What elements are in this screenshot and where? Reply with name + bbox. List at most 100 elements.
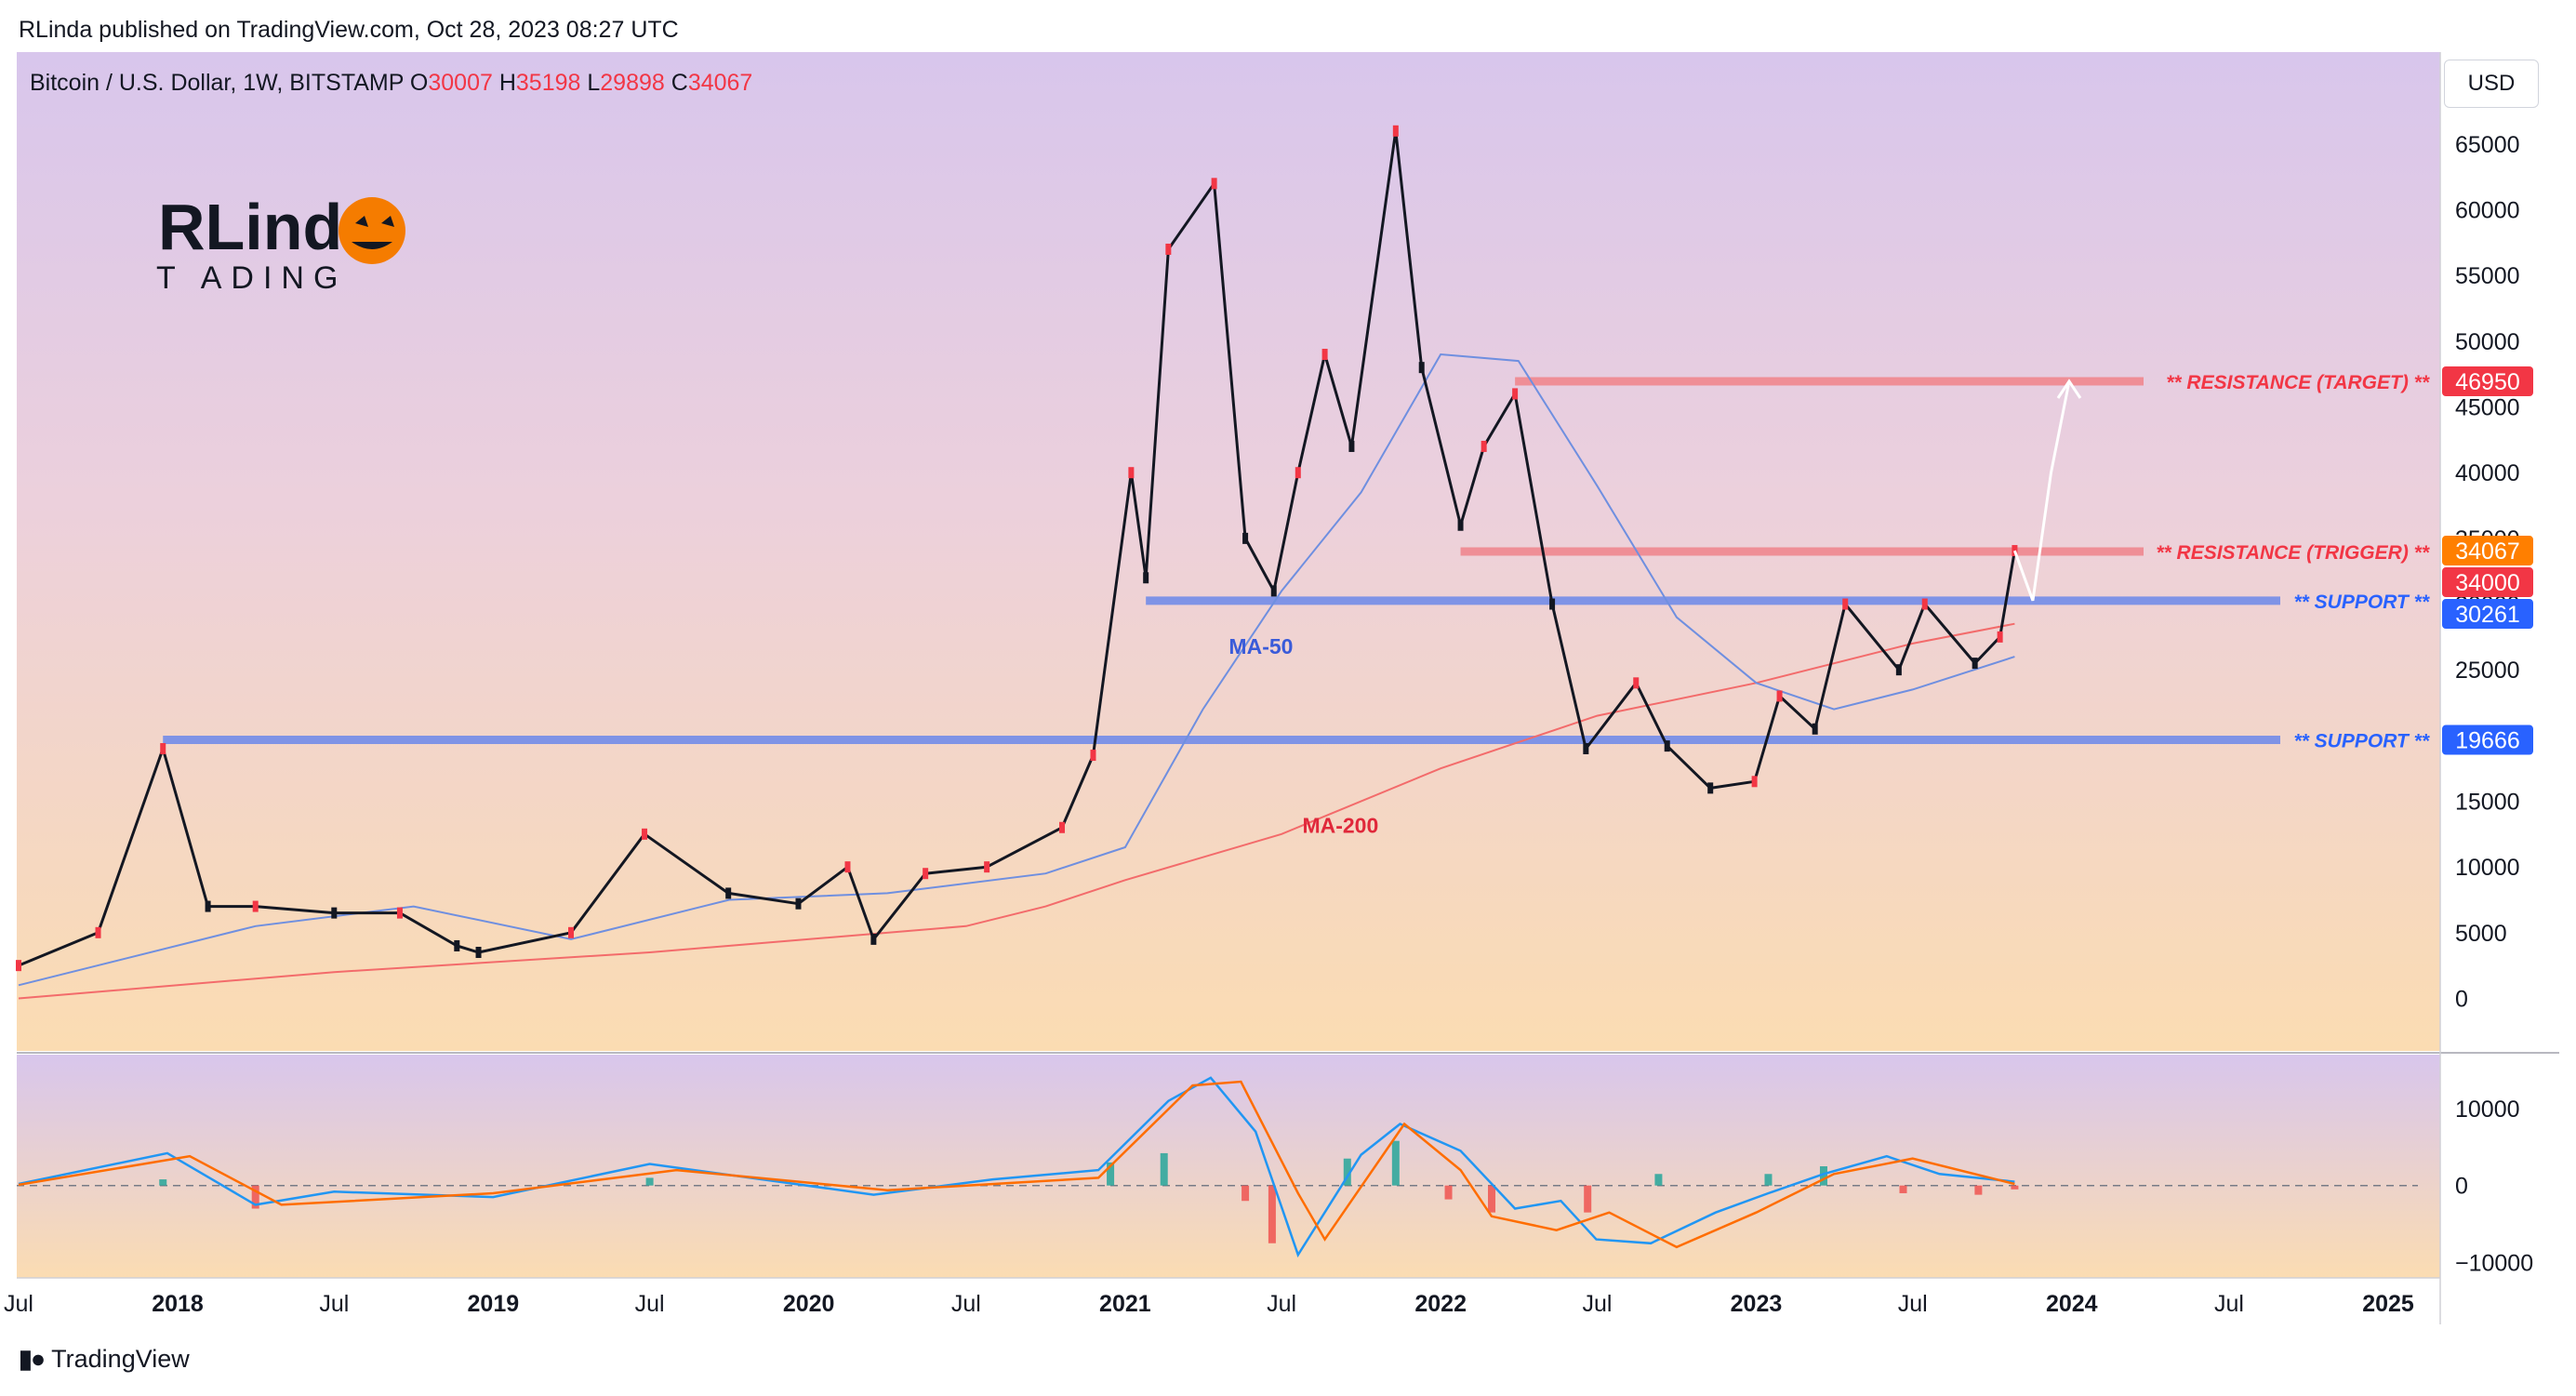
price-point xyxy=(1583,742,1589,754)
price-point xyxy=(923,868,929,880)
price-point xyxy=(396,907,403,919)
price-point xyxy=(1972,658,1978,670)
price-point xyxy=(1921,598,1928,610)
price-point xyxy=(1270,585,1277,597)
price-point xyxy=(1512,388,1519,400)
level-label-2: ** RESISTANCE (TRIGGER) ** xyxy=(2156,542,2429,564)
y-tick-label: 60000 xyxy=(2455,198,2520,224)
ma50-label: MA-50 xyxy=(1228,634,1293,658)
macd-hist-h2 xyxy=(251,1185,259,1209)
x-tick-label: 2022 xyxy=(1414,1291,1467,1317)
price-point xyxy=(475,947,482,959)
price-tag-label: 46950 xyxy=(2455,369,2520,395)
price-tag-label: 34000 xyxy=(2455,570,2520,596)
price-point xyxy=(1776,690,1783,702)
price-tag-label: 19666 xyxy=(2455,728,2520,754)
price-point xyxy=(252,900,259,912)
price-point xyxy=(984,861,990,873)
macd-hist-h4 xyxy=(1107,1162,1115,1186)
price-point xyxy=(795,897,802,910)
x-tick-label: Jul xyxy=(2214,1291,2244,1317)
ma200-line xyxy=(18,622,2015,1000)
x-tick-label: 2020 xyxy=(783,1291,835,1317)
logo-line1: RLind xyxy=(158,191,342,263)
price-point xyxy=(331,907,338,919)
macd-hist-h15 xyxy=(1819,1166,1827,1186)
pumpkin-mouth-icon xyxy=(352,242,392,249)
macd-hist-h12 xyxy=(1584,1185,1592,1213)
ma200-label: MA-200 xyxy=(1302,813,1378,837)
x-tick-label: Jul xyxy=(1267,1291,1296,1317)
y-tick-label: 15000 xyxy=(2455,790,2520,816)
x-tick-label: 2018 xyxy=(152,1291,204,1317)
price-tag-30261: 30261 xyxy=(2442,599,2533,630)
macd-y-tick-label: 0 xyxy=(2455,1174,2468,1200)
macd-hist-h10 xyxy=(1444,1185,1453,1200)
ohlc-high: 35198 xyxy=(516,70,587,96)
pumpkin-icon xyxy=(339,197,405,264)
ohlc-close-label: C xyxy=(671,70,688,96)
macd-y-tick-label: −10000 xyxy=(2455,1250,2533,1276)
tradingview-brand[interactable]: ▮● TradingView xyxy=(19,1345,190,1374)
currency-button[interactable]: USD xyxy=(2444,60,2539,108)
price-point xyxy=(1392,125,1399,137)
projection-arrow-head xyxy=(2056,379,2082,399)
price-point xyxy=(1707,782,1714,794)
x-tick-label: Jul xyxy=(1582,1291,1612,1317)
y-tick-label: 40000 xyxy=(2455,460,2520,486)
macd-hist-h9 xyxy=(1391,1140,1400,1186)
price-point xyxy=(1812,723,1818,735)
x-tick-label: 2024 xyxy=(2046,1291,2098,1317)
price-point xyxy=(1549,598,1556,610)
x-tick-label: Jul xyxy=(319,1291,349,1317)
macd-hist-h16 xyxy=(1899,1185,1907,1193)
price-point xyxy=(1997,631,2003,643)
projection-arrow xyxy=(2012,380,2071,602)
price-point xyxy=(205,900,211,912)
price-point xyxy=(1842,598,1849,610)
ohlc-open: 30007 xyxy=(428,70,498,96)
x-tick-label: Jul xyxy=(951,1291,981,1317)
price-point xyxy=(1751,776,1758,788)
price-tag-34000: 34000 xyxy=(2442,567,2533,598)
price-tag-box xyxy=(2442,366,2533,396)
symbol-header: Bitcoin / U.S. Dollar, 1W, BITSTAMP O300… xyxy=(30,70,752,96)
y-tick-label: 55000 xyxy=(2455,263,2520,289)
ohlc-low: 29898 xyxy=(600,70,671,96)
price-point xyxy=(568,926,575,938)
tradingview-brand-label: TradingView xyxy=(51,1345,190,1373)
price-tag-label: 34067 xyxy=(2455,538,2520,565)
macd-hist-h1 xyxy=(159,1179,167,1186)
price-point xyxy=(1165,243,1172,255)
price-point xyxy=(1418,362,1425,374)
x-tick-label: 2025 xyxy=(2362,1291,2414,1317)
price-tag-box xyxy=(2442,725,2533,755)
y-tick-label: 10000 xyxy=(2455,855,2520,881)
macd-line xyxy=(18,1076,2015,1258)
price-tag-box xyxy=(2442,536,2533,566)
y-tick-label: 25000 xyxy=(2455,658,2520,684)
x-tick-label: 2019 xyxy=(468,1291,520,1317)
tradingview-logo-icon: ▮● xyxy=(19,1345,46,1373)
price-point xyxy=(1348,440,1355,452)
published-note: RLinda published on TradingView.com, Oct… xyxy=(19,17,679,43)
x-tick-label: Jul xyxy=(635,1291,665,1317)
price-tag-46950: 46950 xyxy=(2442,366,2533,396)
macd-hist-h3 xyxy=(645,1177,654,1186)
x-tick-label: 2023 xyxy=(1731,1291,1783,1317)
y-tick-label: 5000 xyxy=(2455,921,2507,947)
y-tick-label: 65000 xyxy=(2455,132,2520,158)
price-point xyxy=(1242,532,1249,544)
level-label-1: ** RESISTANCE (TARGET) ** xyxy=(2166,372,2430,393)
macd-hist-h8 xyxy=(1343,1158,1351,1186)
price-point xyxy=(1633,677,1640,689)
price-point xyxy=(1321,349,1328,361)
price-point xyxy=(160,742,166,754)
macd-hist-h5 xyxy=(1160,1152,1168,1186)
price-point xyxy=(1457,519,1464,531)
y-tick-label: 50000 xyxy=(2455,329,2520,355)
level-label-3: ** SUPPORT ** xyxy=(2294,592,2430,613)
